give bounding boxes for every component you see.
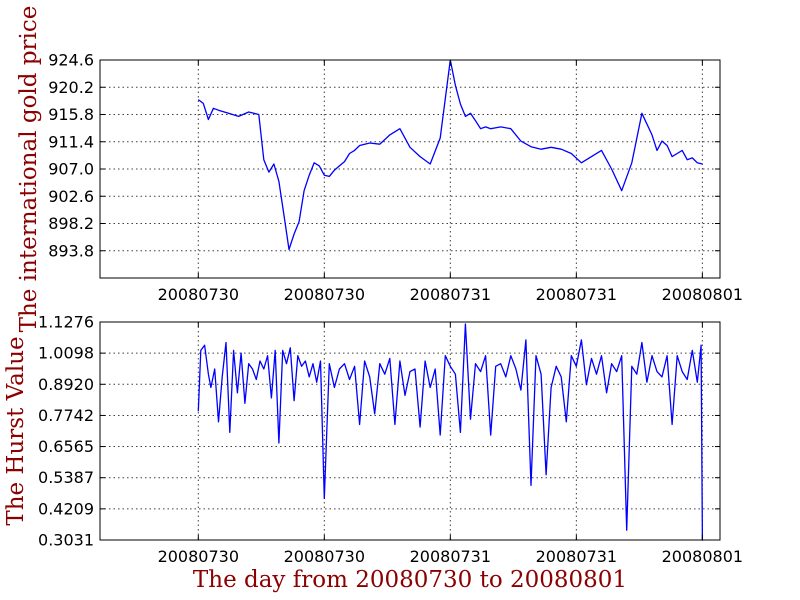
- gold-price-y-tick-label-7: 924.6: [48, 51, 94, 70]
- hurst-y-tick-label-7: 1.1276: [38, 313, 94, 332]
- gold-price-x-tick-label-1: 20080730: [284, 285, 365, 304]
- gold-price-y-tick-label-2: 902.6: [48, 187, 94, 206]
- hurst-plot-frame: [99, 321, 721, 541]
- gold-price-x-tick-label-2: 20080731: [410, 285, 491, 304]
- hurst-x-tick-label-2: 20080731: [410, 547, 491, 566]
- hurst-y-tick-label-3: 0.6565: [38, 437, 94, 456]
- hurst-y-tick-label-0: 0.3031: [38, 531, 94, 550]
- gold-price-x-tick-label-0: 20080730: [158, 285, 239, 304]
- hurst-x-tick-label-0: 20080730: [158, 547, 239, 566]
- hurst-y-axis-label: The Hurst Value: [3, 336, 29, 525]
- gold-price-y-tick-label-4: 911.4: [48, 132, 94, 151]
- hurst-y-tick-label-2: 0.5387: [38, 468, 94, 487]
- hurst-panel: 0.3031 0.4209 0.5387 0.6565 0.7742 0.8920 1.00…: [38, 313, 743, 567]
- gold-price-y-axis-label: The international gold price: [16, 6, 42, 333]
- gold-price-y-tick-label-0: 893.8: [48, 241, 94, 260]
- gold-price-x-tick-label-3: 20080731: [536, 285, 617, 304]
- hurst-x-tick-label-4: 20080801: [662, 547, 743, 566]
- gold-price-y-tick-label-3: 907.0: [48, 160, 94, 179]
- hurst-x-tick-label-3: 20080731: [536, 547, 617, 566]
- gold-price-y-tick-label-1: 898.2: [48, 214, 94, 233]
- hurst-y-tick-label-6: 1.0098: [38, 344, 94, 363]
- gold-price-x-tick-label-4: 20080801: [662, 285, 743, 304]
- hurst-y-tick-label-1: 0.4209: [38, 499, 94, 518]
- gold-price-series-line-0: [197, 59, 703, 251]
- hurst-y-tick-label-5: 0.8920: [38, 375, 94, 394]
- gold-price-y-tick-label-6: 920.2: [48, 78, 94, 97]
- hurst-y-tick-label-4: 0.7742: [38, 406, 94, 425]
- hurst-x-tick-label-1: 20080730: [284, 547, 365, 566]
- gold-price-panel: 893.8 898.2 902.6 907.0 911.4 915.8 920.2 924.6…: [48, 51, 743, 305]
- gold-price-y-tick-label-5: 915.8: [48, 105, 94, 124]
- x-axis-label: The day from 20080730 to 20080801: [193, 567, 627, 593]
- hurst-series-line-0: [197, 323, 704, 541]
